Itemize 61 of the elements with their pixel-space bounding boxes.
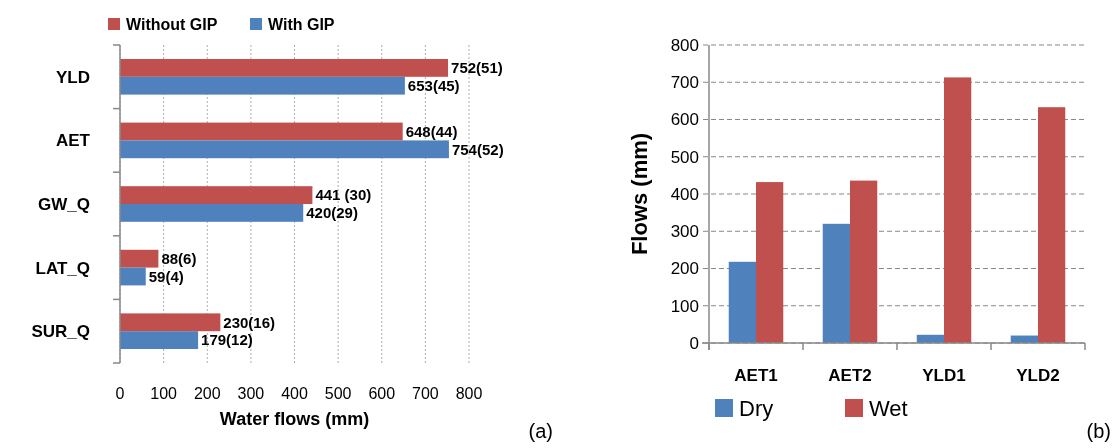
data-label: 754(52) (451, 140, 504, 158)
x-tick-label: 400 (281, 385, 308, 402)
x-tick-label: 100 (150, 385, 178, 402)
data-label: 648(44) (405, 122, 458, 140)
x-tick-label: YLD2 (1016, 366, 1060, 385)
bar (120, 267, 146, 286)
y-tick-label: 700 (670, 73, 699, 93)
x-tick-label: 0 (115, 385, 125, 402)
bar (728, 261, 756, 343)
bar (120, 186, 313, 204)
y-tick-label: 100 (670, 296, 699, 316)
x-tick-label: 300 (237, 385, 265, 402)
bar (120, 76, 405, 95)
legend-label: Wet (869, 395, 908, 421)
data-label: 59(4) (148, 267, 184, 285)
y-tick-label: 800 (670, 35, 699, 55)
y-tick-label: SUR_Q (31, 322, 90, 342)
bar (944, 77, 972, 343)
text: (a) (528, 420, 553, 442)
data-label: 653(45) (407, 76, 460, 94)
bar (120, 313, 221, 332)
y-tick-label: AET (56, 131, 91, 151)
data-label: 441 (30) (315, 186, 372, 204)
text: (b) (1086, 420, 1111, 442)
bar (120, 140, 449, 159)
y-tick-label: 300 (670, 222, 699, 242)
x-tick-label: 700 (412, 385, 439, 402)
x-axis-title: Water flows (mm) (219, 409, 370, 429)
data-label: 88(6) (161, 249, 197, 267)
x-tick-label: 500 (324, 385, 352, 402)
x-tick-label: YLD1 (922, 366, 966, 385)
y-tick-label: 500 (670, 147, 699, 167)
bar (120, 249, 159, 268)
y-tick-label: 0 (689, 333, 699, 353)
bar (756, 182, 784, 343)
x-tick-label: 800 (455, 385, 483, 402)
data-label: 752(51) (451, 59, 503, 77)
data-label: 230(16) (223, 313, 276, 331)
y-tick-label: 200 (670, 259, 699, 279)
bar (822, 223, 850, 343)
y-tick-label: YLD (56, 67, 90, 87)
bar (850, 180, 878, 343)
legend-label: Dry (739, 395, 774, 421)
x-tick-label: AET2 (828, 366, 872, 385)
bar (120, 58, 449, 77)
x-tick-label: 600 (368, 385, 396, 402)
bar (120, 122, 403, 141)
x-tick-label: AET1 (734, 366, 778, 385)
data-label: 420(29) (306, 204, 358, 222)
y-tick-label: GW_Q (38, 194, 90, 214)
data-label: 179(12) (201, 331, 253, 349)
legend-label: Without GIP (126, 15, 218, 33)
y-tick-label: LAT_Q (35, 258, 90, 278)
y-axis-title: Flows (mm) (627, 132, 652, 256)
bar (1038, 107, 1066, 343)
bar (120, 331, 199, 350)
bar (120, 204, 304, 222)
legend-label: With GIP (268, 15, 335, 33)
y-tick-label: 400 (670, 184, 699, 204)
x-tick-label: 200 (193, 385, 221, 402)
y-tick-label: 600 (670, 110, 699, 130)
